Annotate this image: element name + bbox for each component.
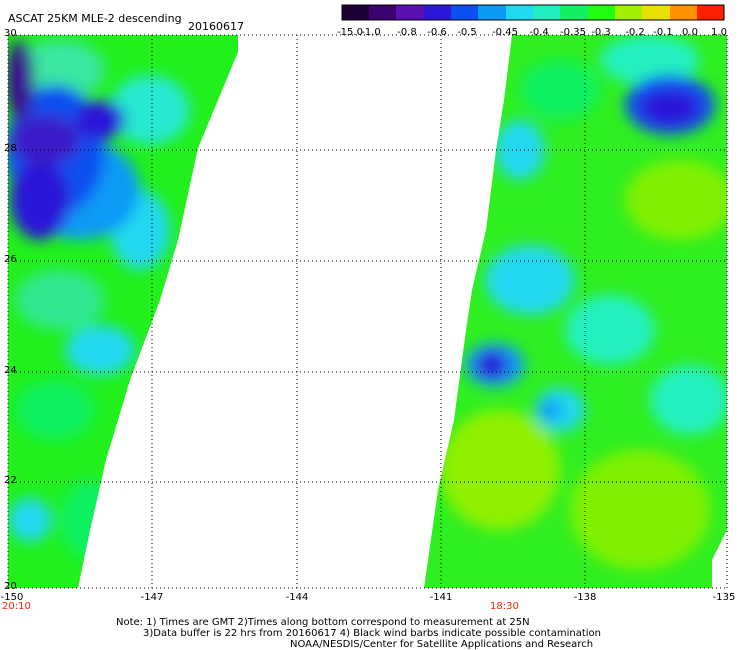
colorbar-label: 1.0 (711, 27, 727, 38)
map-date: 20160617 (188, 20, 244, 33)
lon-label: -141 (430, 592, 453, 603)
time-label-right: 18:30 (490, 601, 519, 612)
colorbar-label: -0.2 (625, 27, 645, 38)
lon-labels: -150 -147 -144 -141 -138 -135 (1, 592, 736, 603)
lon-label: -150 (1, 592, 24, 603)
colorbar-label: -0.45 (492, 27, 518, 38)
colorbar-swatch (588, 5, 615, 20)
colorbar-swatch (697, 5, 724, 20)
colorbar-swatch (424, 5, 451, 20)
colorbar-label: -0.35 (560, 27, 586, 38)
note-line-3: NOAA/NESDIS/Center for Satellite Applica… (290, 639, 593, 650)
colorbar-label: -0.8 (397, 27, 417, 38)
lat-label: 30 (4, 28, 17, 39)
colorbar-label: -0.6 (427, 27, 447, 38)
colorbar-swatch (369, 5, 396, 20)
colorbar-swatch (342, 5, 369, 20)
colorbar: -15.0 -1.0 -0.8 -0.6 -0.5 -0.45 -0.4 -0.… (337, 4, 727, 38)
colorbar-label: -15.0 (337, 27, 363, 38)
lon-label: -147 (141, 592, 164, 603)
colorbar-swatch (670, 5, 697, 20)
map-title: ASCAT 25KM MLE-2 descending (8, 12, 182, 25)
lat-label: 26 (4, 254, 17, 265)
right-swath (424, 35, 727, 588)
colorbar-label: -0.4 (529, 27, 549, 38)
colorbar-label: -1.0 (361, 27, 381, 38)
colorbar-swatches (342, 5, 724, 20)
colorbar-label: -0.3 (591, 27, 611, 38)
colorbar-swatch (451, 5, 478, 20)
note-line-1: Note: 1) Times are GMT 2)Times along bot… (116, 617, 530, 628)
colorbar-swatch (615, 5, 642, 20)
colorbar-label: 0.0 (682, 27, 698, 38)
lat-label: 28 (4, 143, 17, 154)
colorbar-label: -0.1 (653, 27, 673, 38)
colorbar-swatch (478, 5, 506, 20)
lon-label: -138 (574, 592, 597, 603)
lat-label: 20 (4, 581, 17, 592)
colorbar-swatch (560, 5, 588, 20)
colorbar-swatch (506, 5, 533, 20)
lat-labels: 30 28 26 24 22 20 (4, 28, 17, 592)
colorbar-swatch (533, 5, 560, 20)
lon-label: -144 (286, 592, 309, 603)
time-label-left: 20:10 (2, 601, 31, 612)
lat-label: 22 (4, 475, 17, 486)
colorbar-swatch (642, 5, 670, 20)
colorbar-label: -0.5 (457, 27, 477, 38)
note-line-2: 3)Data buffer is 22 hrs from 20160617 4)… (143, 628, 601, 639)
map-grid (7, 34, 728, 589)
colorbar-frame (341, 4, 725, 21)
lat-label: 24 (4, 365, 17, 376)
left-swath (8, 35, 238, 588)
lon-label: -135 (713, 592, 736, 603)
colorbar-swatch (396, 5, 424, 20)
